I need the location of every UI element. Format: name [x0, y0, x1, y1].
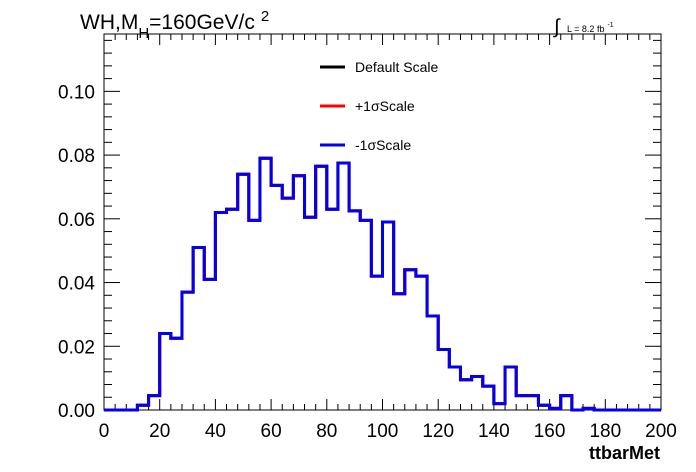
chart-title: WH,MH=160GeV/c 2: [80, 8, 269, 42]
title-subscript: H: [138, 25, 149, 42]
x-tick-label: 140: [478, 421, 510, 442]
y-tick-label: 0.08: [58, 146, 95, 167]
y-axis-ticks: 0.00 0.02 0.04 0.06 0.08 0.10: [58, 39, 661, 422]
lumi-integral: ∫: [553, 16, 561, 38]
x-tick-label: 180: [589, 421, 621, 442]
title-superscript: 2: [261, 8, 269, 25]
y-tick-label: 0.02: [58, 337, 95, 358]
x-tick-label: 0: [99, 421, 110, 442]
x-tick-label: 100: [367, 421, 399, 442]
y-tick-label: 0.04: [58, 274, 95, 295]
x-tick-label: 40: [205, 421, 226, 442]
title-main: WH,M: [80, 11, 138, 34]
series-line-1: [104, 156, 661, 412]
x-tick-label: 200: [645, 421, 677, 442]
y-tick-label: 0.06: [58, 210, 95, 231]
series-line-2: [104, 156, 661, 412]
x-tick-label: 120: [422, 421, 454, 442]
series-layer: [104, 156, 661, 412]
x-tick-label: 80: [316, 421, 337, 442]
x-tick-label: 60: [261, 421, 282, 442]
legend-label: -1σScale: [355, 137, 411, 153]
x-tick-label: 160: [534, 421, 566, 442]
y-tick-label: 0.10: [58, 82, 95, 103]
x-axis-label: ttbarMet: [589, 443, 660, 463]
x-axis-ticks: 0 20 40 60 80 100 120 140 160 180 200: [99, 34, 677, 442]
legend-label: +1σScale: [355, 98, 415, 114]
lumi-label: L = 8.2 fb -1: [567, 22, 614, 34]
legend: Default Scale +1σScale -1σScale: [320, 59, 438, 153]
series-line-0: [104, 156, 661, 412]
x-tick-label: 20: [149, 421, 170, 442]
y-tick-label: 0.00: [58, 401, 95, 422]
lumi-superscript: -1: [607, 22, 613, 29]
lumi-text: L = 8.2 fb: [567, 24, 604, 34]
legend-label: Default Scale: [355, 59, 438, 75]
title-rest: =160GeV/c: [149, 11, 255, 34]
